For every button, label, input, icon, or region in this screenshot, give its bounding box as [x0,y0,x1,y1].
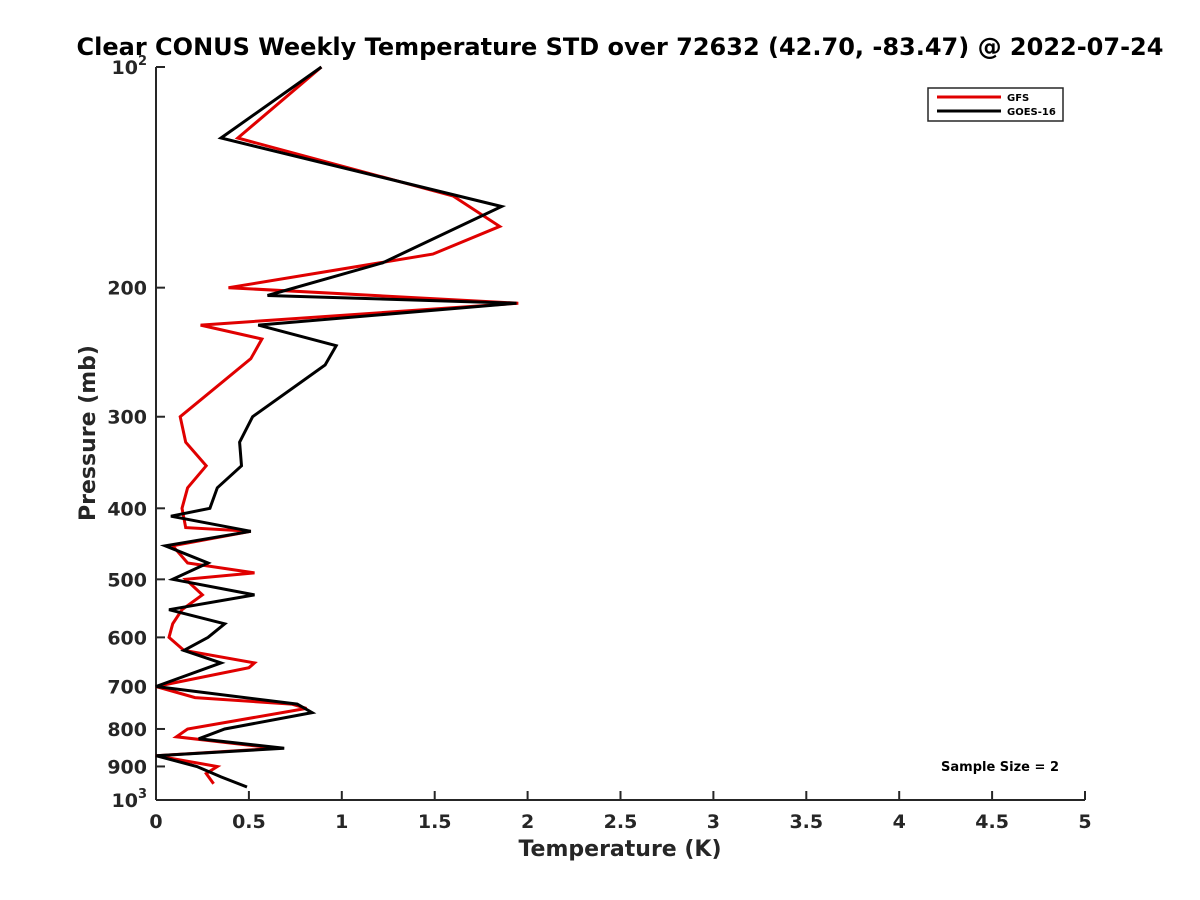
legend: GFS GOES-16 [927,87,1064,122]
y-tick-label: 700 [107,676,147,698]
y-tick-label: 300 [107,407,147,429]
series-layer [155,65,519,789]
x-tick-label: 1.5 [418,811,452,833]
y-tick-label: 600 [107,627,147,649]
x-tick-label: 2.5 [604,811,638,833]
series-line-gfs [155,65,519,785]
chart-title: Clear CONUS Weekly Temperature STD over … [77,33,1164,61]
y-tick-label: 500 [107,569,147,591]
y-tick-label: 200 [107,278,147,300]
x-tick-label: 3.5 [789,811,823,833]
x-axis-label: Temperature (K) [518,837,721,862]
plot-axes: 0 0.5 1 1.5 2 2.5 3 3.5 4 4.5 5 102 200 300 400 500 600 7… [107,54,1091,833]
y-axis-label: Pressure (mb) [76,345,101,521]
y-tick-label: 800 [107,719,147,741]
x-tick-label: 1 [335,811,348,833]
legend-label: GFS [1007,93,1029,104]
x-tick-label: 0.5 [232,811,266,833]
y-tick-label: 103 [112,787,148,812]
legend-box [927,87,1064,122]
series-line-goes-16 [155,65,517,789]
legend-label: GOES-16 [1007,107,1056,118]
x-tick-label: 0 [149,811,162,833]
y-tick-label: 102 [112,54,148,79]
x-tick-label: 4 [893,811,906,833]
x-tick-label: 5 [1078,811,1091,833]
x-tick-label: 3 [707,811,720,833]
x-tick-label: 4.5 [975,811,1009,833]
y-tick-label: 900 [107,756,147,778]
x-tick-label: 2 [521,811,534,833]
sample-size-annotation: Sample Size = 2 [941,760,1059,775]
y-tick-label: 400 [107,498,147,520]
